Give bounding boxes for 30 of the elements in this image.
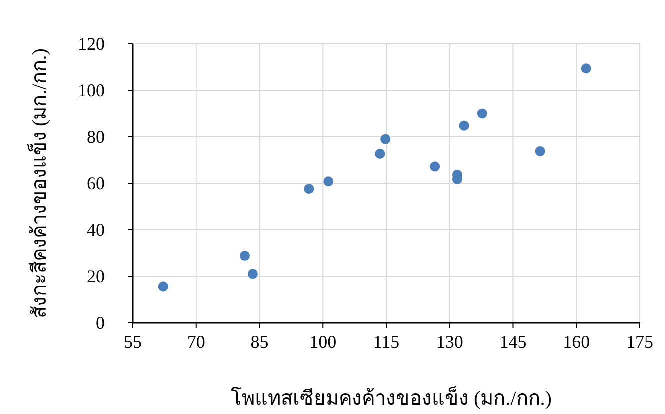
point — [477, 108, 488, 119]
point — [324, 176, 334, 187]
x-axis-title: โพแทสเซียมคงค้างของแข็ง (มก./กก.) — [231, 385, 552, 410]
y-tick-label: 20 — [87, 266, 105, 286]
y-tick-label: 80 — [87, 127, 105, 147]
x-tick-label: 160 — [563, 332, 590, 352]
y-axis-title: สังกะสีคงค้างของแข็ง (มก./กก.) — [26, 48, 51, 318]
point — [581, 64, 592, 74]
point — [535, 146, 546, 156]
x-tick-label: 100 — [310, 332, 337, 352]
point — [248, 269, 258, 280]
point — [304, 184, 314, 194]
y-tick-label: 0 — [96, 313, 105, 333]
point — [459, 120, 470, 131]
x-tick-label: 130 — [436, 332, 464, 352]
point — [375, 148, 386, 159]
x-tick-label: 115 — [373, 332, 400, 352]
y-tick-label: 60 — [87, 174, 105, 194]
point — [430, 162, 440, 172]
y-tick-label: 40 — [87, 220, 105, 240]
x-tick-label: 70 — [187, 332, 206, 352]
y-tick-label: 120 — [78, 34, 105, 54]
y-tick-label: 100 — [78, 80, 105, 100]
x-tick-label: 145 — [500, 332, 527, 352]
x-tick-label: 175 — [626, 332, 654, 352]
x-tick-label: 55 — [124, 332, 142, 352]
point — [240, 251, 250, 262]
point — [158, 282, 168, 292]
x-tick-label: 85 — [250, 332, 269, 352]
point — [380, 134, 391, 144]
